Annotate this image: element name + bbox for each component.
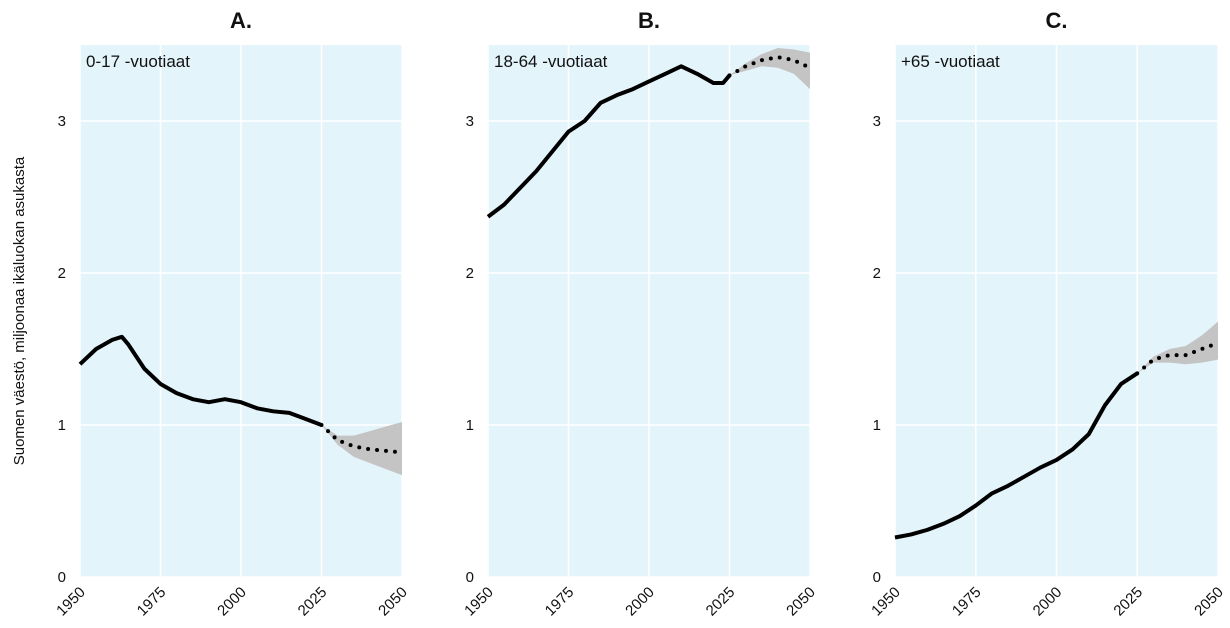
annotation: 18-64 -vuotiaat	[494, 52, 608, 71]
y-tick-label: 3	[466, 113, 474, 130]
x-tick-label: 2025	[295, 584, 331, 620]
forecast-line	[319, 423, 404, 455]
history-line	[78, 334, 323, 427]
y-tick-label: 2	[58, 265, 66, 282]
x-tick-label: 1975	[542, 584, 578, 620]
y-tick-label: 3	[58, 113, 66, 130]
x-tick-label: 1975	[949, 584, 985, 620]
y-tick-label: 1	[873, 417, 881, 434]
y-tick-label: 1	[466, 417, 474, 434]
x-tick-label: 2050	[783, 584, 819, 620]
forecast-line	[1135, 340, 1220, 376]
x-tick-label: 1950	[461, 584, 497, 620]
x-tick-label: 2000	[214, 584, 250, 620]
history-line	[486, 64, 732, 219]
y-tick-label: 2	[466, 265, 474, 282]
chart-title: C.	[1046, 8, 1068, 33]
annotation: +65 -vuotiaat	[901, 52, 1000, 71]
x-tick-label: 2025	[1110, 584, 1146, 620]
x-tick-label: 2050	[1191, 584, 1227, 620]
y-tick-label: 1	[58, 417, 66, 434]
y-tick-label: 0	[58, 569, 66, 586]
x-tick-label: 1975	[134, 584, 170, 620]
x-tick-label: 2050	[375, 584, 411, 620]
chart-title: B.	[638, 8, 660, 33]
y-tick-label: 2	[873, 265, 881, 282]
y-tick-label: 0	[466, 569, 474, 586]
y-tick-label: 3	[873, 113, 881, 130]
y-tick-label: 0	[873, 569, 881, 586]
forecast-band	[321, 421, 402, 476]
annotation: 0-17 -vuotiaat	[86, 52, 190, 71]
x-tick-label: 2000	[1030, 584, 1066, 620]
history-line	[894, 371, 1139, 540]
x-tick-label: 1950	[868, 584, 904, 620]
chart-title: A.	[230, 8, 252, 33]
y-axis-label: Suomen väestö, miljoonaa ikäluokan asuka…	[11, 156, 28, 465]
x-tick-label: 2000	[622, 584, 658, 620]
x-tick-label: 1950	[53, 584, 89, 620]
forecast-band	[1137, 321, 1218, 374]
x-tick-label: 2025	[703, 584, 739, 620]
forecast-line	[727, 55, 812, 78]
